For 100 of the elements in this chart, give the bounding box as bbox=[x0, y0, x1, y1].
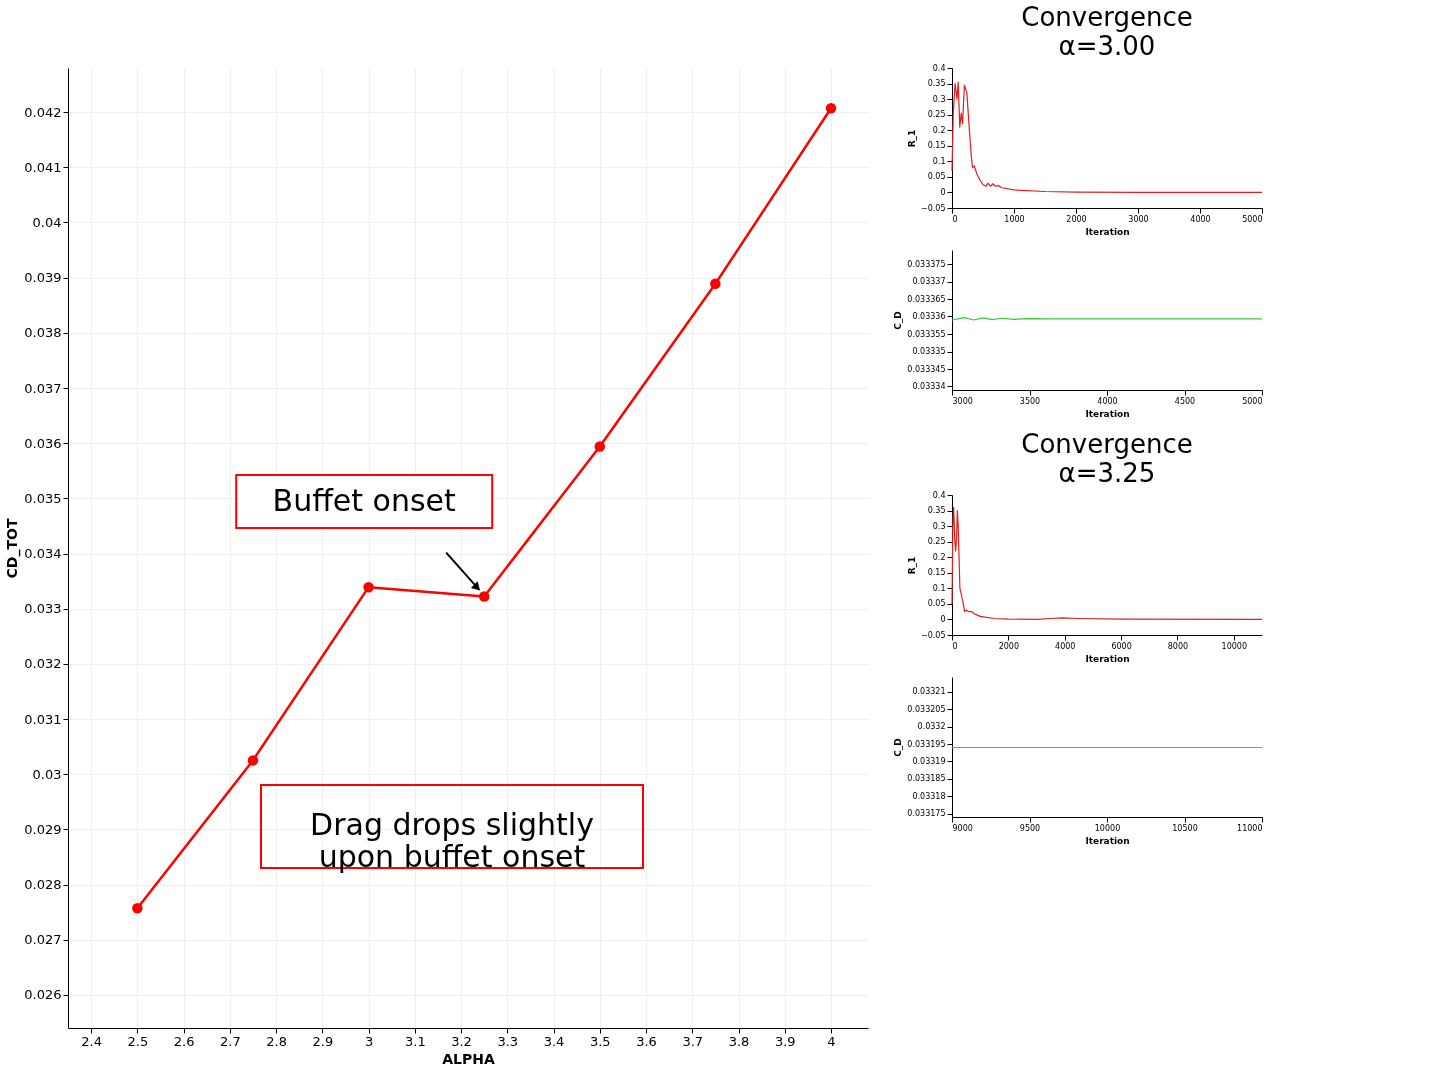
x-tick-label: 3.6 bbox=[636, 1033, 657, 1049]
point bbox=[710, 278, 721, 289]
y-tick-label: 0 bbox=[940, 614, 946, 624]
y-tick-label: 0.033 bbox=[24, 601, 62, 617]
x-tick-label: 2.4 bbox=[81, 1033, 102, 1049]
chart-subtitle: α=3.00 bbox=[1058, 31, 1156, 61]
x-tick-label: 3000 bbox=[1128, 214, 1149, 224]
x-tick-label: 0 bbox=[952, 641, 958, 651]
y-tick-label: 0.05 bbox=[927, 599, 946, 609]
chart-subtitle: α=3.25 bbox=[1058, 458, 1156, 488]
y-tick-label: 0.033355 bbox=[907, 329, 946, 339]
annotation: Buffet onset bbox=[272, 482, 457, 518]
annotation: Drag drops slightly upon buffet onset bbox=[310, 807, 594, 874]
x-tick-label: 10000 bbox=[1221, 641, 1248, 651]
point bbox=[363, 581, 374, 593]
y-tick-label: 0.033365 bbox=[907, 294, 946, 304]
y-tick-label: 0 bbox=[940, 187, 946, 197]
y-tick-label: 0.03 bbox=[32, 766, 62, 782]
x-tick-label: 4 bbox=[827, 1033, 836, 1049]
point bbox=[478, 591, 490, 602]
x-tick-label: 0 bbox=[952, 214, 958, 224]
x-tick-label: 10500 bbox=[1172, 823, 1198, 833]
x-tick-label: 3.2 bbox=[451, 1033, 472, 1049]
y-axis-title: R_1 bbox=[906, 129, 917, 148]
x-tick-label: 4500 bbox=[1174, 396, 1196, 406]
y-axis-title: C_D bbox=[893, 311, 904, 330]
y-tick-label: 0.1 bbox=[932, 583, 946, 593]
x-tick-label: 2.6 bbox=[173, 1033, 195, 1049]
line-series bbox=[951, 506, 1263, 621]
y-tick-label: 0.027 bbox=[24, 932, 62, 948]
y-axis-title: CD_TOT bbox=[4, 518, 22, 579]
y-tick-label: 0.4 bbox=[932, 490, 946, 500]
x-tick-label: 3.5 bbox=[589, 1033, 611, 1049]
y-tick-label: 0.03336 bbox=[912, 312, 946, 321]
y-tick-label: 0.038 bbox=[24, 325, 62, 341]
x-tick-label: 8000 bbox=[1167, 641, 1189, 651]
y-tick-label: 0.033185 bbox=[907, 774, 946, 784]
x-axis-title: Iteration bbox=[1085, 835, 1130, 846]
x-tick-label: 2.7 bbox=[220, 1033, 241, 1049]
x-tick-label: 4000 bbox=[1055, 641, 1076, 651]
x-tick-label: 3500 bbox=[1019, 396, 1041, 406]
x-tick-label: 4000 bbox=[1097, 396, 1118, 406]
point bbox=[594, 441, 606, 452]
chart-title: Convergence bbox=[1021, 429, 1193, 459]
y-tick-label: −0.05 bbox=[920, 203, 946, 213]
x-tick-label: 2.5 bbox=[127, 1033, 149, 1049]
y-tick-label: 0.35 bbox=[927, 79, 946, 89]
point bbox=[825, 103, 837, 114]
y-tick-label: −0.05 bbox=[920, 630, 946, 640]
x-axis-title: Iteration bbox=[1085, 226, 1130, 237]
x-axis-title: Iteration bbox=[1085, 653, 1130, 664]
x-tick-label: 11000 bbox=[1237, 823, 1263, 833]
y-tick-label: 0.033205 bbox=[907, 704, 946, 714]
point bbox=[132, 903, 143, 914]
y-tick-label: 0.034 bbox=[24, 546, 62, 562]
y-tick-label: 0.05 bbox=[927, 172, 946, 182]
y-tick-label: 0.2 bbox=[932, 125, 946, 135]
x-tick-label: 2000 bbox=[998, 641, 1020, 651]
y-tick-label: 0.4 bbox=[932, 63, 946, 73]
y-tick-label: 0.03334 bbox=[912, 382, 946, 391]
y-tick-label: 0.3 bbox=[932, 94, 946, 104]
x-tick-label: 6000 bbox=[1111, 641, 1132, 651]
x-tick-label: 2.8 bbox=[266, 1033, 287, 1049]
x-tick-label: 3.4 bbox=[543, 1033, 565, 1049]
x-tick-label: 4000 bbox=[1190, 214, 1211, 224]
y-tick-label: 0.035 bbox=[24, 490, 62, 506]
y-tick-label: 0.15 bbox=[927, 568, 946, 578]
y-tick-label: 0.35 bbox=[927, 506, 946, 516]
y-tick-label: 0.03337 bbox=[912, 277, 946, 286]
y-axis-title: R_1 bbox=[906, 556, 917, 575]
y-tick-label: 0.033195 bbox=[907, 739, 946, 749]
x-tick-label: 3 bbox=[364, 1033, 374, 1049]
y-tick-label: 0.037 bbox=[24, 380, 62, 396]
y-tick-label: 0.042 bbox=[24, 104, 62, 120]
x-tick-label: 3.1 bbox=[404, 1033, 426, 1049]
y-tick-label: 0.0332 bbox=[917, 722, 946, 732]
y-tick-label: 0.1 bbox=[932, 156, 946, 166]
y-tick-label: 0.029 bbox=[24, 821, 62, 837]
y-tick-label: 0.03321 bbox=[912, 687, 946, 697]
x-tick-label: 3.9 bbox=[774, 1033, 796, 1049]
y-tick-label: 0.03335 bbox=[912, 347, 946, 356]
y-axis-title: C_D bbox=[893, 738, 904, 757]
y-tick-label: 0.031 bbox=[24, 711, 62, 727]
y-tick-label: 0.026 bbox=[24, 987, 62, 1003]
y-tick-label: 0.03319 bbox=[912, 756, 946, 766]
y-tick-label: 0.25 bbox=[927, 537, 946, 547]
x-tick-label: 3.3 bbox=[497, 1033, 519, 1049]
y-tick-label: 0.03318 bbox=[912, 791, 946, 801]
x-tick-label: 3000 bbox=[952, 396, 973, 406]
x-axis-title: ALPHA bbox=[442, 1050, 495, 1067]
x-tick-label: 10000 bbox=[1094, 823, 1121, 833]
x-tick-label: 2.9 bbox=[312, 1033, 334, 1049]
y-tick-label: 0.032 bbox=[24, 656, 62, 672]
x-tick-label: 9500 bbox=[1019, 823, 1041, 833]
line-series bbox=[951, 81, 1263, 194]
x-tick-label: 2000 bbox=[1066, 214, 1087, 224]
y-tick-label: 0.036 bbox=[24, 435, 62, 451]
y-tick-label: 0.039 bbox=[24, 270, 62, 286]
y-tick-label: 0.3 bbox=[932, 521, 946, 531]
x-tick-label: 3.8 bbox=[728, 1033, 750, 1049]
